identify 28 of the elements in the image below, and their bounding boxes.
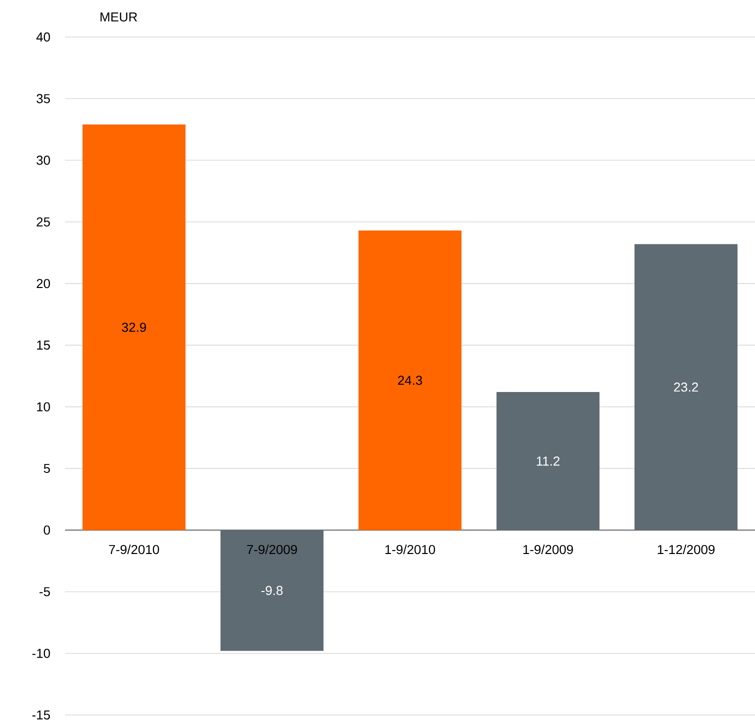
bar — [634, 244, 738, 530]
y-tick-label: 10 — [37, 402, 50, 412]
x-tick-label: 7-9/2010 — [109, 544, 160, 554]
y-tick-label: -10 — [32, 648, 50, 658]
bar — [220, 530, 324, 651]
y-tick-label: 20 — [36, 278, 50, 288]
y-tick-label: 40 — [36, 32, 50, 42]
y-tick-label: 15 — [37, 340, 50, 350]
bar — [358, 230, 462, 530]
y-tick-label: 0 — [44, 526, 50, 535]
x-tick-label: 7-9/2009 — [247, 544, 297, 554]
bar — [82, 124, 186, 530]
data-label: -9.8 — [261, 586, 283, 596]
data-label: 23.2 — [674, 382, 698, 392]
data-label: 24.3 — [398, 376, 422, 385]
y-tick-label: 5 — [44, 464, 50, 473]
y-tick-label: 35 — [36, 94, 50, 104]
y-tick-label: 25 — [36, 217, 50, 226]
y-tick-label: 30 — [36, 156, 50, 165]
y-tick-label: -5 — [40, 587, 50, 596]
data-label: 11.2 — [536, 456, 560, 466]
bar — [496, 392, 600, 530]
x-tick-label: 1-12/2009 — [658, 544, 715, 554]
y-tick-label: -15 — [32, 710, 50, 720]
x-tick-label: 1-9/2009 — [523, 544, 573, 554]
data-label: 32.9 — [122, 322, 146, 332]
x-tick-label: 1-9/2010 — [385, 544, 436, 554]
y-axis-title: MEUR — [100, 12, 138, 22]
